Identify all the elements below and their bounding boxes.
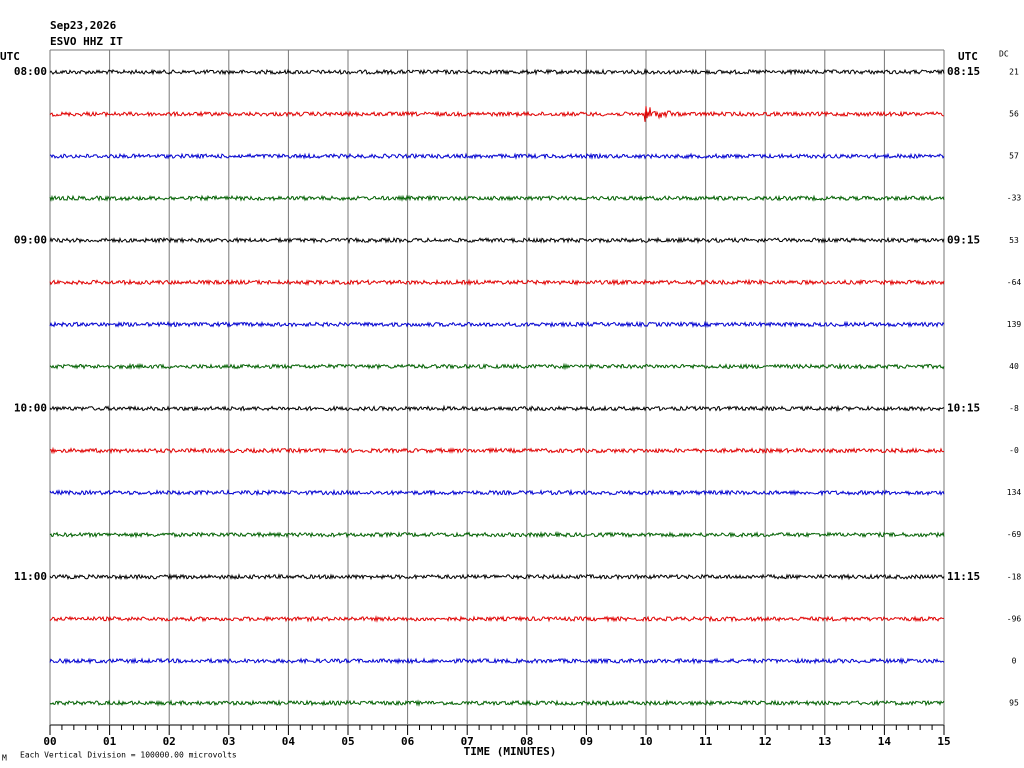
x-tick-label: 13 (818, 735, 831, 748)
x-axis-label: TIME (MINUTES) (464, 745, 557, 758)
trace (49, 530, 945, 539)
trace (49, 573, 945, 581)
trace (49, 362, 945, 371)
trace (49, 320, 945, 329)
x-tick-label: 10 (639, 735, 652, 748)
corner-mark: M (2, 754, 7, 763)
footer: Each Vertical Division = 100000.00 micro… (20, 751, 237, 760)
x-tick-label: 09 (580, 735, 593, 748)
left-time: 09:00 (14, 233, 47, 246)
x-tick-label: 08 (520, 735, 533, 748)
right-time: 11:15 (947, 570, 980, 583)
trace (49, 615, 945, 623)
x-tick-label: 04 (282, 735, 296, 748)
trace (49, 446, 945, 455)
dc-offset: 57 (1009, 152, 1019, 161)
x-tick-label: 12 (759, 735, 772, 748)
trace (49, 106, 945, 122)
x-tick-label: 11 (699, 735, 713, 748)
trace (49, 68, 945, 76)
trace (49, 278, 945, 287)
station: ESVO HHZ IT (50, 35, 123, 48)
x-tick-label: 05 (341, 735, 354, 748)
x-tick-label: 07 (461, 735, 474, 748)
dc-header: DC (999, 50, 1009, 59)
dc-offset: -64 (1007, 278, 1022, 287)
dc-offset: -69 (1007, 530, 1022, 539)
x-tick-label: 14 (878, 735, 892, 748)
x-tick-label: 15 (937, 735, 950, 748)
trace (49, 236, 945, 245)
dc-offset: 40 (1009, 362, 1019, 371)
right-zone: UTC (958, 50, 978, 63)
dc-offset: 134 (1007, 488, 1022, 497)
dc-offset: -33 (1007, 194, 1022, 203)
trace (49, 194, 945, 202)
dc-offset: 95 (1009, 699, 1019, 708)
dc-offset: 0 (1012, 656, 1017, 665)
trace (49, 404, 945, 413)
dc-offset: -0 (1009, 446, 1019, 455)
left-time: 08:00 (14, 65, 47, 78)
trace (49, 657, 945, 665)
dc-offset: -96 (1007, 614, 1022, 623)
right-time: 09:15 (947, 233, 980, 246)
dc-offset: -18 (1007, 572, 1022, 581)
left-time: 11:00 (14, 570, 47, 583)
dc-offset: 139 (1007, 320, 1022, 329)
dc-offset: 21 (1009, 68, 1019, 77)
dc-offset: 53 (1009, 236, 1019, 245)
right-time: 08:15 (947, 65, 980, 78)
trace (49, 152, 945, 160)
trace (49, 488, 945, 497)
x-tick-label: 02 (163, 735, 176, 748)
x-tick-label: 06 (401, 735, 415, 748)
dc-offset: 56 (1009, 110, 1019, 119)
left-time: 10:00 (14, 402, 47, 415)
right-time: 10:15 (947, 402, 980, 415)
x-tick-label: 00 (43, 735, 56, 748)
dc-offset: -8 (1009, 404, 1019, 413)
date: Sep23,2026 (50, 19, 117, 32)
x-tick-label: 03 (222, 735, 235, 748)
left-zone: UTC (0, 50, 20, 63)
x-tick-label: 01 (103, 735, 117, 748)
trace (49, 699, 945, 707)
